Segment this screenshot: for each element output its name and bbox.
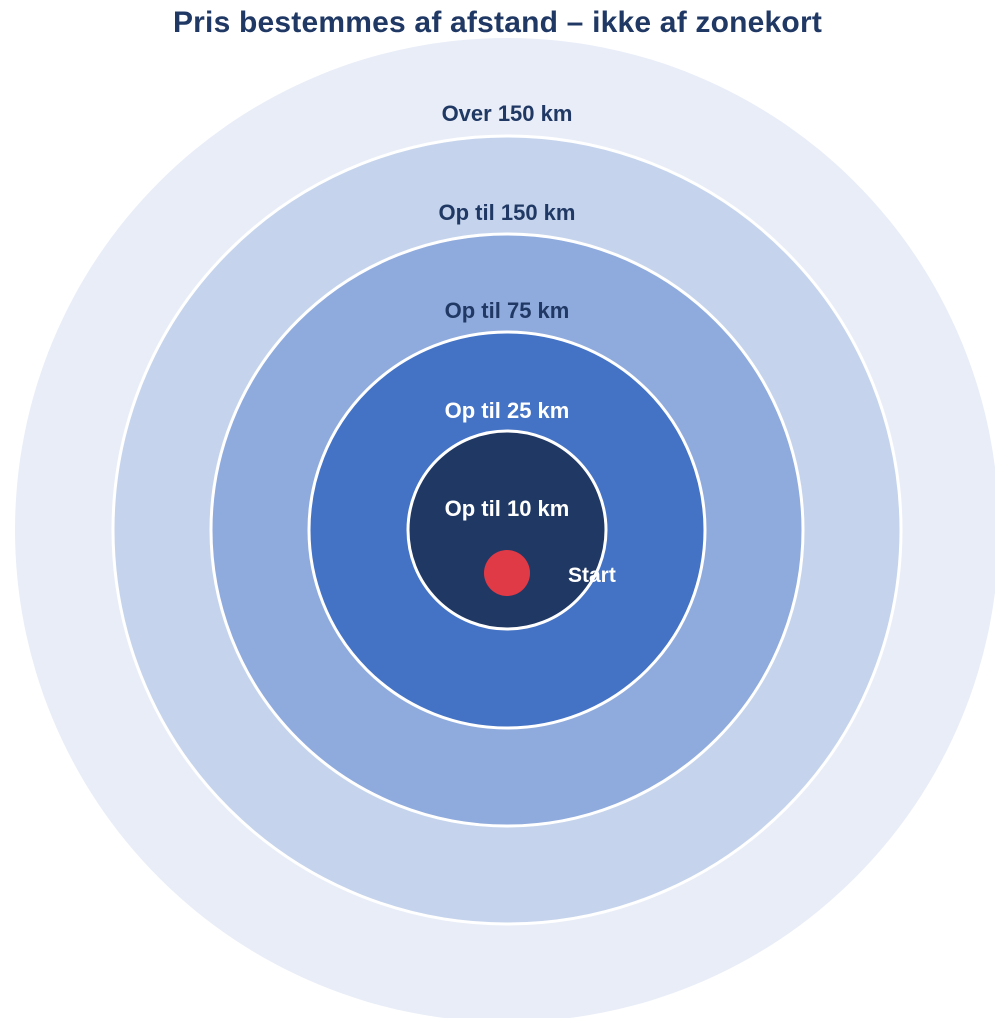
page-title: Pris bestemmes af afstand – ikke af zone… — [172, 6, 823, 39]
label-upto-25-km: Op til 25 km — [445, 398, 570, 423]
label-over-150-km: Over 150 km — [442, 101, 573, 126]
label-upto-75-km: Op til 75 km — [445, 298, 570, 323]
label-upto-150-km: Op til 150 km — [439, 200, 576, 225]
label-upto-10-km: Op til 10 km — [445, 496, 570, 521]
ring-upto-10-km — [406, 429, 608, 631]
start-label: Start — [568, 564, 616, 587]
start-dot — [484, 550, 530, 596]
